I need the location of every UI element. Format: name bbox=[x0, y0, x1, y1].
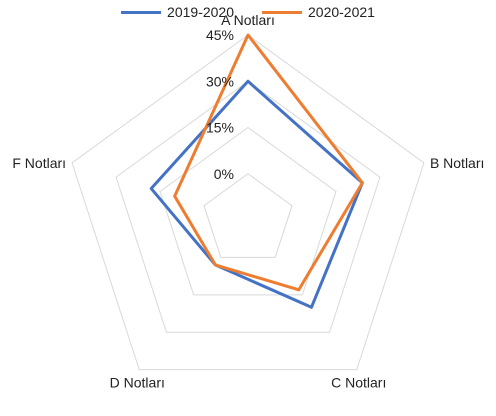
grid-ring-1 bbox=[204, 174, 292, 258]
category-label-3: C Notları bbox=[331, 375, 386, 391]
radial-tick-label-1: 0% bbox=[214, 166, 234, 182]
series-line-1 bbox=[151, 81, 362, 307]
legend-item-series-1: 2019-2020 bbox=[121, 4, 234, 20]
category-label-5: F Notları bbox=[12, 155, 66, 171]
category-label-2: B Notları bbox=[430, 155, 484, 171]
radial-tick-label-2: 15% bbox=[206, 120, 234, 136]
legend-swatch-series-2 bbox=[262, 11, 302, 14]
radial-tick-label-3: 30% bbox=[206, 73, 234, 89]
legend-item-series-2: 2020-2021 bbox=[262, 4, 375, 20]
legend: 2019-2020 2020-2021 bbox=[0, 4, 496, 20]
legend-label-series-1: 2019-2020 bbox=[167, 4, 234, 20]
category-label-4: D Notları bbox=[110, 375, 165, 391]
legend-label-series-2: 2020-2021 bbox=[308, 4, 375, 20]
radial-tick-label-4: 45% bbox=[206, 27, 234, 43]
grid-ring-4 bbox=[72, 35, 424, 370]
legend-swatch-series-1 bbox=[121, 11, 161, 14]
